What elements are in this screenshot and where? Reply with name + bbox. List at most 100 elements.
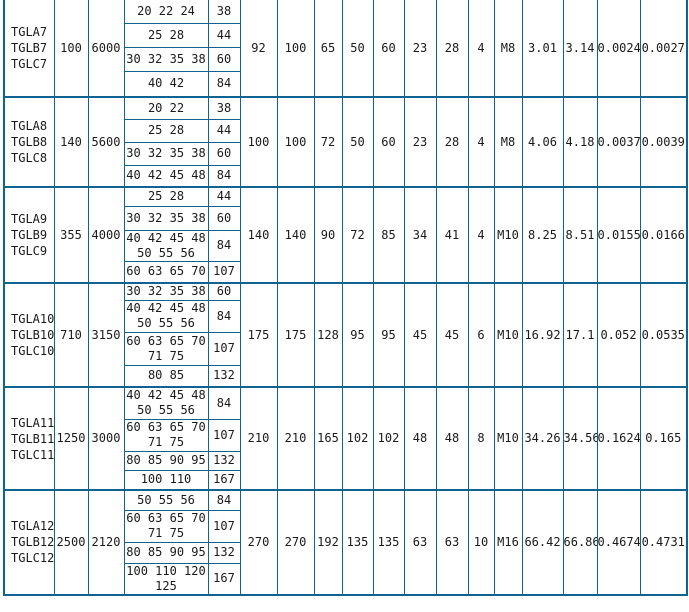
bore-diameters-cell: 40 42 45 48 50 55 56: [123, 229, 209, 262]
nominal-torque-cell: 1250: [53, 386, 89, 491]
value-cell: 102: [372, 386, 405, 491]
table-row: TGLA8 TGLB8 TGLC8 140 5600 20 22 38 100 100 72 5…: [3, 96, 688, 188]
table-row: TGLA12 TGLB12 TGLC12 2500 2120 50 55 56 84 27…: [3, 489, 688, 595]
spec-table: TGLA7 TGLB7 TGLC7 100 6000 20 22 24 38 92 100 6…: [3, 0, 688, 596]
bore-length-cell: 84: [207, 299, 241, 333]
bore-diameters-cell: 25 28: [123, 186, 209, 207]
value-cell: 28: [435, 96, 469, 188]
bore-diameters-cell: 60 63 65 70 71 75: [123, 418, 209, 452]
value-cell: 0.0037: [596, 96, 641, 188]
value-cell: 60: [372, 96, 405, 188]
value-cell: 34.26: [521, 386, 564, 491]
value-cell: 50: [341, 0, 374, 98]
value-cell: 210: [239, 386, 278, 491]
value-cell: 45: [435, 282, 469, 388]
bore-length-cell: 84: [207, 164, 241, 188]
value-cell: 4.18: [562, 96, 598, 188]
value-cell: 6: [467, 282, 495, 388]
value-cell: 34: [403, 186, 437, 284]
value-cell: M8: [493, 96, 523, 188]
value-cell: 270: [276, 489, 315, 595]
value-cell: 100: [276, 0, 315, 98]
specification-table: TGLA7 TGLB7 TGLC7 100 6000 20 22 24 38 92 100 6…: [3, 0, 689, 596]
bore-length-cell: 107: [207, 331, 241, 366]
value-cell: 135: [341, 489, 374, 595]
value-cell: 72: [341, 186, 374, 284]
bore-diameters-cell: 60 63 65 70: [123, 260, 209, 284]
bore-length-cell: 38: [207, 0, 241, 24]
max-speed-cell: 3000: [87, 386, 125, 491]
bore-length-cell: 38: [207, 96, 241, 120]
value-cell: 192: [313, 489, 343, 595]
bore-diameters-cell: 80 85: [123, 364, 209, 388]
value-cell: 210: [276, 386, 315, 491]
value-cell: 23: [403, 96, 437, 188]
value-cell: 0.4731: [639, 489, 688, 595]
value-cell: 135: [372, 489, 405, 595]
bore-diameters-cell: 30 32 35 38: [123, 46, 209, 72]
value-cell: 50: [341, 96, 374, 188]
value-cell: 23: [403, 0, 437, 98]
max-speed-cell: 6000: [87, 0, 125, 98]
table-row: 80 85 90 95 132: [4, 541, 687, 564]
nominal-torque-cell: 100: [53, 0, 89, 98]
table-row: 100 110 167: [4, 469, 687, 491]
bore-diameters-cell: 80 85 90 95: [123, 450, 209, 471]
table-row: 60 63 65 70 71 75 107: [4, 418, 687, 452]
value-cell: 72: [313, 96, 343, 188]
bore-length-cell: 132: [207, 364, 241, 388]
bore-length-cell: 44: [207, 22, 241, 48]
bore-diameters-cell: 100 110 120 125: [123, 562, 209, 595]
bore-diameters-cell: 30 32 35 38: [123, 205, 209, 231]
table-row: TGLA9 TGLB9 TGLC9 355 4000 25 28 44 140 140 90 7…: [3, 186, 688, 284]
value-cell: 8: [467, 386, 495, 491]
bore-length-cell: 107: [207, 418, 241, 452]
bore-diameters-cell: 25 28: [123, 118, 209, 143]
bore-diameters-cell: 60 63 65 70 71 75: [123, 331, 209, 366]
value-cell: 17.1: [562, 282, 598, 388]
value-cell: M10: [493, 186, 523, 284]
table-row: 30 32 35 38 60: [4, 205, 687, 231]
table-row: 25 28 44: [4, 118, 687, 143]
value-cell: 0.1624: [596, 386, 641, 491]
bore-diameters-cell: 60 63 65 70 71 75: [123, 509, 209, 543]
bore-diameters-cell: 20 22: [123, 96, 209, 120]
value-cell: 102: [341, 386, 374, 491]
table-row: TGLA10 TGLB10 TGLC10 710 3150 30 32 35 38 60…: [3, 282, 688, 388]
bore-length-cell: 60: [207, 282, 241, 301]
bore-length-cell: 84: [207, 386, 241, 420]
bore-length-cell: 107: [207, 260, 241, 284]
bore-length-cell: 84: [207, 489, 241, 511]
model-cell: TGLA10 TGLB10 TGLC10: [3, 282, 55, 388]
bore-diameters-cell: 100 110: [123, 469, 209, 491]
bore-diameters-cell: 40 42: [123, 70, 209, 98]
bore-length-cell: 44: [207, 118, 241, 143]
value-cell: 4.06: [521, 96, 564, 188]
value-cell: 165: [313, 386, 343, 491]
spec-table-body: TGLA7 TGLB7 TGLC7 100 6000 20 22 24 38 92 100 6…: [3, 0, 688, 595]
table-row: 40 42 84: [4, 70, 687, 98]
model-cell: TGLA7 TGLB7 TGLC7: [3, 0, 55, 98]
nominal-torque-cell: 140: [53, 96, 89, 188]
bore-length-cell: 167: [207, 469, 241, 491]
bore-length-cell: 167: [207, 562, 241, 595]
table-row: 30 32 35 38 60: [4, 141, 687, 166]
value-cell: 0.0166: [639, 186, 688, 284]
model-cell: TGLA9 TGLB9 TGLC9: [3, 186, 55, 284]
nominal-torque-cell: 2500: [53, 489, 89, 595]
value-cell: 60: [372, 0, 405, 98]
value-cell: 4: [467, 0, 495, 98]
table-row: TGLA7 TGLB7 TGLC7 100 6000 20 22 24 38 92 100 6…: [3, 0, 688, 98]
table-row: 100 110 120 125 167: [4, 562, 687, 595]
nominal-torque-cell: 710: [53, 282, 89, 388]
table-row: 40 42 45 48 84: [4, 164, 687, 188]
bore-diameters-cell: 50 55 56: [123, 489, 209, 511]
value-cell: 4: [467, 96, 495, 188]
table-row: 30 32 35 38 60: [4, 46, 687, 72]
value-cell: 65: [313, 0, 343, 98]
max-speed-cell: 4000: [87, 186, 125, 284]
bore-diameters-cell: 30 32 35 38: [123, 282, 209, 301]
bore-diameters-cell: 40 42 45 48 50 55 56: [123, 386, 209, 420]
value-cell: 48: [435, 386, 469, 491]
value-cell: 16.92: [521, 282, 564, 388]
